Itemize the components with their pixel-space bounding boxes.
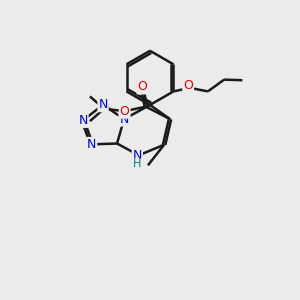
Text: H: H	[133, 159, 142, 169]
Text: O: O	[137, 80, 147, 94]
Text: O: O	[183, 79, 193, 92]
Text: N: N	[87, 138, 96, 151]
Text: N: N	[78, 114, 88, 127]
Text: O: O	[120, 105, 130, 118]
Text: N: N	[133, 149, 142, 162]
Text: N: N	[98, 98, 108, 111]
Text: N: N	[119, 112, 129, 126]
